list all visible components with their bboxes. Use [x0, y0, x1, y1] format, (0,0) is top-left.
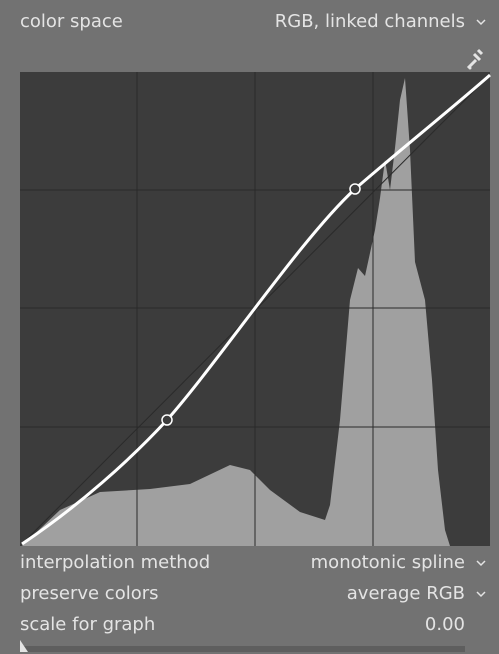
value: RGB, linked channels	[274, 11, 465, 32]
slider-track	[20, 646, 465, 652]
label: color space	[20, 11, 123, 32]
slider[interactable]	[0, 638, 499, 654]
color-space-row[interactable]: color space RGB, linked channels	[20, 8, 486, 36]
node[interactable]	[349, 183, 361, 195]
node[interactable]	[161, 414, 173, 426]
label: preserve colors	[20, 583, 159, 604]
value: 0.00	[424, 614, 465, 635]
curve	[21, 73, 491, 546]
value: monotonic spline	[310, 552, 465, 573]
value: average RGB	[346, 583, 465, 604]
label: scale for graph	[20, 614, 156, 635]
curve-graph[interactable]	[0, 44, 499, 554]
color-picker	[466, 48, 484, 70]
preserve-colors-row[interactable]: preserve colors average RGB	[20, 580, 486, 608]
slider-handle[interactable]	[20, 640, 28, 652]
chevron	[476, 19, 486, 26]
picker-dot	[468, 66, 472, 70]
scale-row[interactable]: scale for graph 0.00	[20, 611, 465, 639]
chevron	[476, 591, 486, 598]
interpolation-row[interactable]: interpolation method monotonic spline	[20, 549, 486, 577]
chevron	[476, 560, 486, 567]
label: interpolation method	[20, 552, 211, 573]
histogram	[22, 78, 450, 546]
grid	[20, 72, 491, 546]
